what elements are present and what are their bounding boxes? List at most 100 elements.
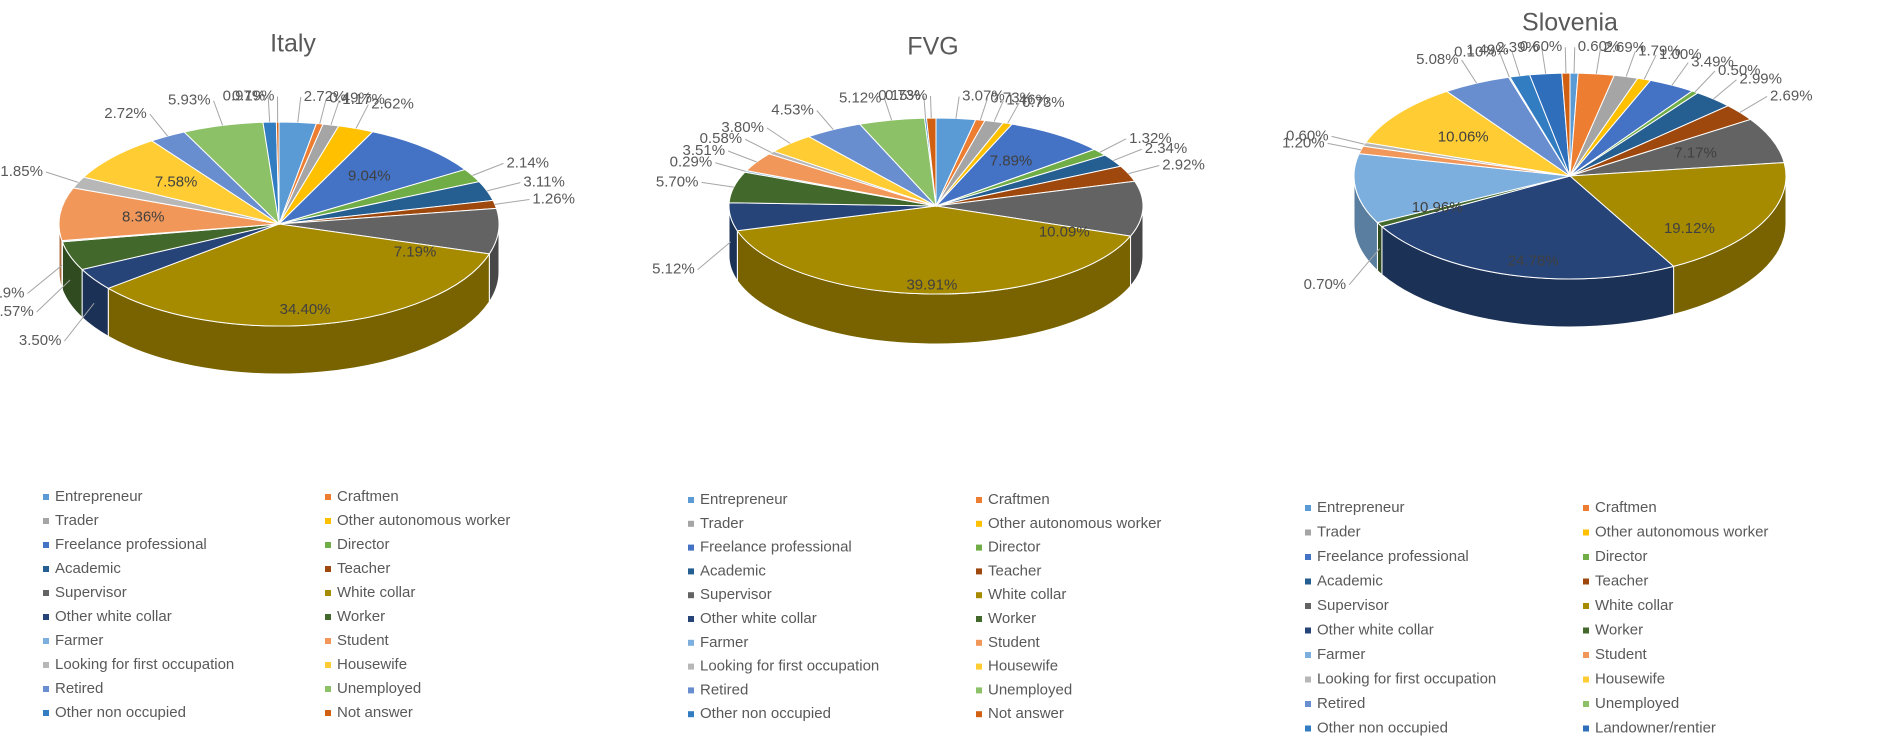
legend-label: Worker	[988, 610, 1036, 627]
legend-swatch	[976, 497, 982, 503]
legend-label: Teacher	[1595, 572, 1648, 589]
leader-line	[1511, 50, 1521, 76]
leader-line	[1625, 51, 1636, 77]
leader-line	[1739, 96, 1768, 113]
legend-label: Academic	[1317, 572, 1383, 589]
legend-swatch	[688, 592, 694, 599]
data-label: 1.17%	[342, 91, 385, 108]
leader-line	[330, 99, 340, 126]
data-label: 3.11%	[523, 174, 564, 191]
legend-label: Unemployed	[1595, 695, 1679, 712]
leader-line	[1007, 102, 1020, 124]
legend-label: Unemployed	[988, 681, 1072, 698]
leader-line	[1694, 70, 1716, 93]
leader-line	[1713, 79, 1737, 100]
leader-line	[1128, 165, 1160, 175]
legend-swatch	[325, 518, 331, 524]
legend-label: Other non occupied	[1317, 719, 1448, 736]
legend-label: Freelance professional	[1317, 548, 1469, 565]
legend-label: Director	[337, 536, 390, 553]
legend-swatch	[1305, 701, 1311, 707]
legend-swatch	[976, 544, 982, 551]
legend-label: Supervisor	[1317, 597, 1389, 614]
leader-line	[1541, 47, 1547, 74]
legend-label: Looking for first occupation	[700, 658, 879, 675]
data-label: 3.80%	[721, 119, 764, 136]
legend-swatch	[1305, 529, 1311, 536]
legend-swatch	[325, 590, 331, 596]
data-label: 0.10%	[1454, 43, 1497, 60]
legend-swatch	[1305, 505, 1311, 511]
legend-label: Freelance professional	[55, 536, 207, 553]
legend-label: Teacher	[988, 562, 1041, 579]
data-label: 0.73%	[885, 87, 928, 104]
leader-line	[267, 96, 271, 123]
legend-label: Housewife	[988, 658, 1058, 675]
leader-line	[1595, 48, 1602, 74]
data-label: 0.60%	[1578, 38, 1621, 55]
data-label: 1.85%	[0, 163, 43, 180]
leader-line	[727, 150, 757, 163]
legend-swatch	[43, 710, 49, 716]
pie-slice	[736, 205, 1132, 295]
legend-swatch	[1583, 603, 1589, 609]
data-label: 1.79%	[1638, 43, 1681, 60]
leader-line	[45, 171, 79, 183]
leader-line	[1564, 47, 1567, 74]
leader-line	[149, 113, 168, 137]
legend-swatch	[1583, 578, 1589, 585]
legend-swatch	[1583, 725, 1589, 732]
legend-label: Other autonomous worker	[988, 515, 1161, 532]
data-label: 4.53%	[771, 101, 814, 118]
pie-slice	[1353, 153, 1571, 224]
data-label: 7.17%	[1674, 145, 1717, 162]
legend-swatch	[976, 616, 982, 622]
legend-swatch	[688, 497, 694, 503]
data-label: 10.96%	[1412, 199, 1463, 216]
legend-label: Supervisor	[55, 584, 127, 601]
data-label: 2.69%	[1770, 87, 1813, 104]
chart-title: Slovenia	[1522, 9, 1618, 37]
legend-label: Craftmen	[988, 491, 1050, 508]
data-label: 0.50%	[1718, 62, 1761, 79]
data-label: 2.99%	[1739, 71, 1782, 88]
data-label: 10.06%	[1438, 128, 1489, 145]
data-label: 1.20%	[1282, 134, 1325, 151]
legend-label: Teacher	[337, 560, 390, 577]
legend-swatch	[43, 494, 49, 500]
leader-line	[816, 110, 834, 130]
data-label: 5.12%	[839, 90, 882, 107]
legend-label: Academic	[700, 562, 766, 579]
legend-label: Landowner/rentier	[1595, 719, 1716, 736]
legend-swatch	[688, 616, 694, 622]
legend-swatch	[688, 687, 694, 694]
legend-swatch	[1583, 676, 1589, 683]
legend-swatch	[688, 544, 694, 551]
leader-line	[697, 241, 731, 270]
leader-line	[1348, 248, 1380, 286]
legend-label: Other non occupied	[55, 704, 186, 721]
leader-line	[744, 138, 772, 154]
leader-line	[1113, 148, 1142, 162]
data-label: 0.58%	[700, 130, 743, 147]
legend-label: Not answer	[988, 705, 1064, 722]
data-label: 0.19%	[232, 87, 275, 104]
pie-slice-side	[1376, 221, 1383, 276]
data-label: 0.70%	[1304, 276, 1347, 293]
legend-swatch	[43, 638, 49, 644]
legend-swatch	[976, 592, 982, 599]
legend-label: Freelance professional	[700, 539, 852, 556]
legend-label: Director	[988, 539, 1041, 556]
legend-swatch	[325, 494, 331, 500]
leader-line	[64, 302, 95, 342]
pie-slice	[82, 140, 280, 225]
legend-swatch	[1305, 652, 1311, 658]
legend-label: Supervisor	[700, 586, 772, 603]
data-label: 0.60%	[1520, 38, 1563, 55]
legend-label: Trader	[700, 515, 744, 532]
data-label: 5.12%	[652, 261, 695, 278]
data-label: 2.72%	[304, 88, 347, 105]
legend-swatch	[1305, 627, 1311, 634]
data-label: 3.51%	[683, 142, 726, 159]
legend-swatch	[325, 542, 331, 548]
